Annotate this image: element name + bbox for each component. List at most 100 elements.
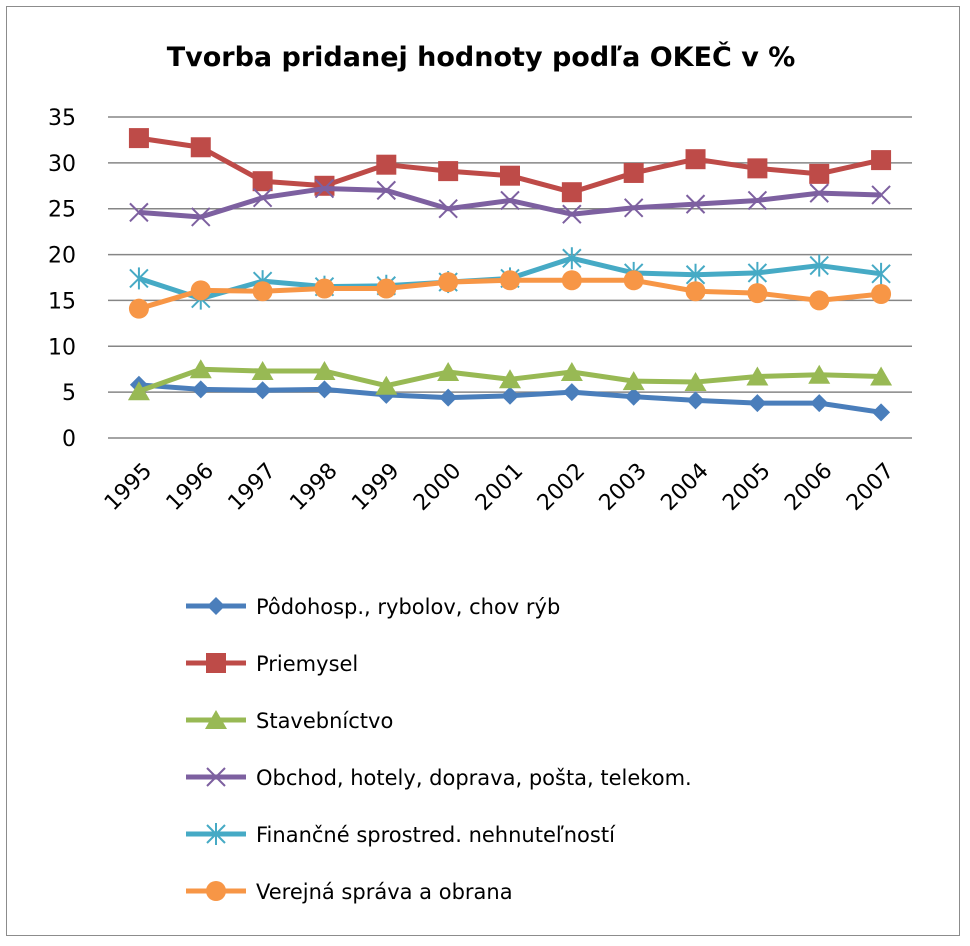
- y-tick-label: 5: [62, 381, 76, 406]
- data-point: [315, 380, 334, 399]
- data-point: [872, 403, 891, 422]
- data-point: [191, 380, 210, 399]
- legend-label: Priemysel: [256, 652, 358, 676]
- legend-item: Verejná správa a obrana: [186, 880, 513, 904]
- x-axis-ticks: 1995 1996 1997 1998 1999 2000 2001 2002 2003 2004…: [100, 459, 899, 516]
- data-point: [437, 361, 460, 381]
- data-point: [500, 190, 520, 211]
- y-tick-label: 10: [48, 335, 76, 360]
- legend-item: Obchod, hotely, doprava, pošta, telekom.: [186, 766, 692, 790]
- data-point: [871, 262, 891, 285]
- data-point: [747, 283, 768, 304]
- legend-marker: [206, 653, 226, 673]
- x-tick-label: 1995: [100, 459, 157, 516]
- data-point: [376, 180, 397, 201]
- data-point: [128, 298, 149, 319]
- data-point: [129, 202, 149, 223]
- legend: Pôdohosp., rybolov, chov rýb Priemysel Sta…: [186, 595, 692, 904]
- y-tick-label: 20: [48, 244, 76, 269]
- data-point: [809, 290, 830, 311]
- data-point: [252, 188, 273, 208]
- series-4: [129, 178, 891, 227]
- x-tick-label: 1996: [162, 459, 219, 516]
- x-tick-label: 2000: [409, 459, 466, 516]
- x-tick-label: 2002: [533, 459, 590, 516]
- legend-label: Finančné sprostred. nehnuteľností: [256, 823, 616, 847]
- y-tick-label: 0: [62, 427, 76, 452]
- data-point: [747, 158, 768, 179]
- legend-item: Priemysel: [186, 652, 358, 676]
- data-point: [314, 178, 335, 199]
- chart-frame: [6, 6, 960, 936]
- data-point: [314, 175, 335, 196]
- x-tick-label: 2007: [842, 459, 899, 516]
- data-point: [376, 154, 397, 175]
- data-point: [809, 183, 829, 203]
- data-point: [500, 165, 520, 186]
- y-tick-label: 25: [48, 198, 76, 223]
- x-tick-label: 2003: [595, 459, 652, 516]
- legend-marker: [207, 597, 225, 615]
- x-tick-label: 2006: [780, 459, 837, 516]
- x-tick-label: 1998: [285, 459, 342, 516]
- series-3: [127, 359, 893, 401]
- x-tick-label: 2005: [718, 459, 775, 516]
- data-point: [747, 190, 768, 211]
- data-point: [439, 388, 458, 407]
- legend-marker: [206, 823, 226, 845]
- data-point: [500, 270, 520, 291]
- legend-marker: [206, 881, 226, 901]
- data-point: [747, 261, 768, 284]
- data-point: [253, 381, 272, 400]
- chart-title: Tvorba pridanej hodnoty podľa OKEČ v %: [167, 41, 796, 73]
- data-point: [189, 359, 212, 379]
- data-point: [191, 207, 211, 227]
- data-point: [501, 386, 519, 405]
- data-point: [562, 383, 581, 402]
- legend-marker: [205, 710, 227, 729]
- data-point: [809, 254, 829, 277]
- data-point: [622, 371, 645, 391]
- data-point: [438, 199, 458, 219]
- legend-label: Verejná správa a obrana: [256, 880, 513, 904]
- data-point: [623, 198, 644, 218]
- legend-marker: [206, 767, 226, 787]
- data-point: [129, 267, 149, 290]
- x-tick-label: 1999: [347, 459, 404, 516]
- data-point: [623, 270, 644, 291]
- data-point: [685, 194, 706, 214]
- data-point: [684, 372, 707, 392]
- y-tick-label: 35: [48, 106, 76, 131]
- data-point: [251, 361, 274, 381]
- data-point: [561, 270, 582, 291]
- data-point: [313, 361, 336, 381]
- data-point: [562, 247, 582, 270]
- data-point: [562, 204, 582, 224]
- data-point: [871, 185, 891, 205]
- legend-item: Pôdohosp., rybolov, chov rýb: [186, 595, 560, 619]
- data-point: [685, 281, 706, 302]
- data-point: [624, 387, 643, 406]
- data-point: [871, 150, 892, 171]
- data-point: [190, 280, 211, 301]
- data-point: [685, 149, 706, 170]
- data-point: [438, 161, 459, 182]
- x-tick-label: 1997: [224, 459, 281, 516]
- data-point: [623, 162, 644, 183]
- legend-label: Pôdohosp., rybolov, chov rýb: [256, 595, 560, 619]
- x-tick-label: 2001: [471, 459, 528, 516]
- data-point: [499, 369, 521, 389]
- data-point: [560, 361, 583, 381]
- y-tick-label: 15: [48, 289, 76, 314]
- legend-item: Finančné sprostred. nehnuteľností: [186, 823, 616, 847]
- legend-label: Obchod, hotely, doprava, pošta, telekom.: [256, 766, 692, 790]
- series-2: [128, 128, 892, 203]
- data-point: [252, 281, 273, 302]
- data-point: [375, 375, 398, 395]
- data-point: [127, 381, 150, 401]
- data-point: [561, 182, 582, 203]
- y-axis-ticks: 0 5 10 15 20 25 30 35: [48, 106, 76, 452]
- data-point: [190, 137, 211, 158]
- legend-label: Stavebníctvo: [256, 709, 393, 733]
